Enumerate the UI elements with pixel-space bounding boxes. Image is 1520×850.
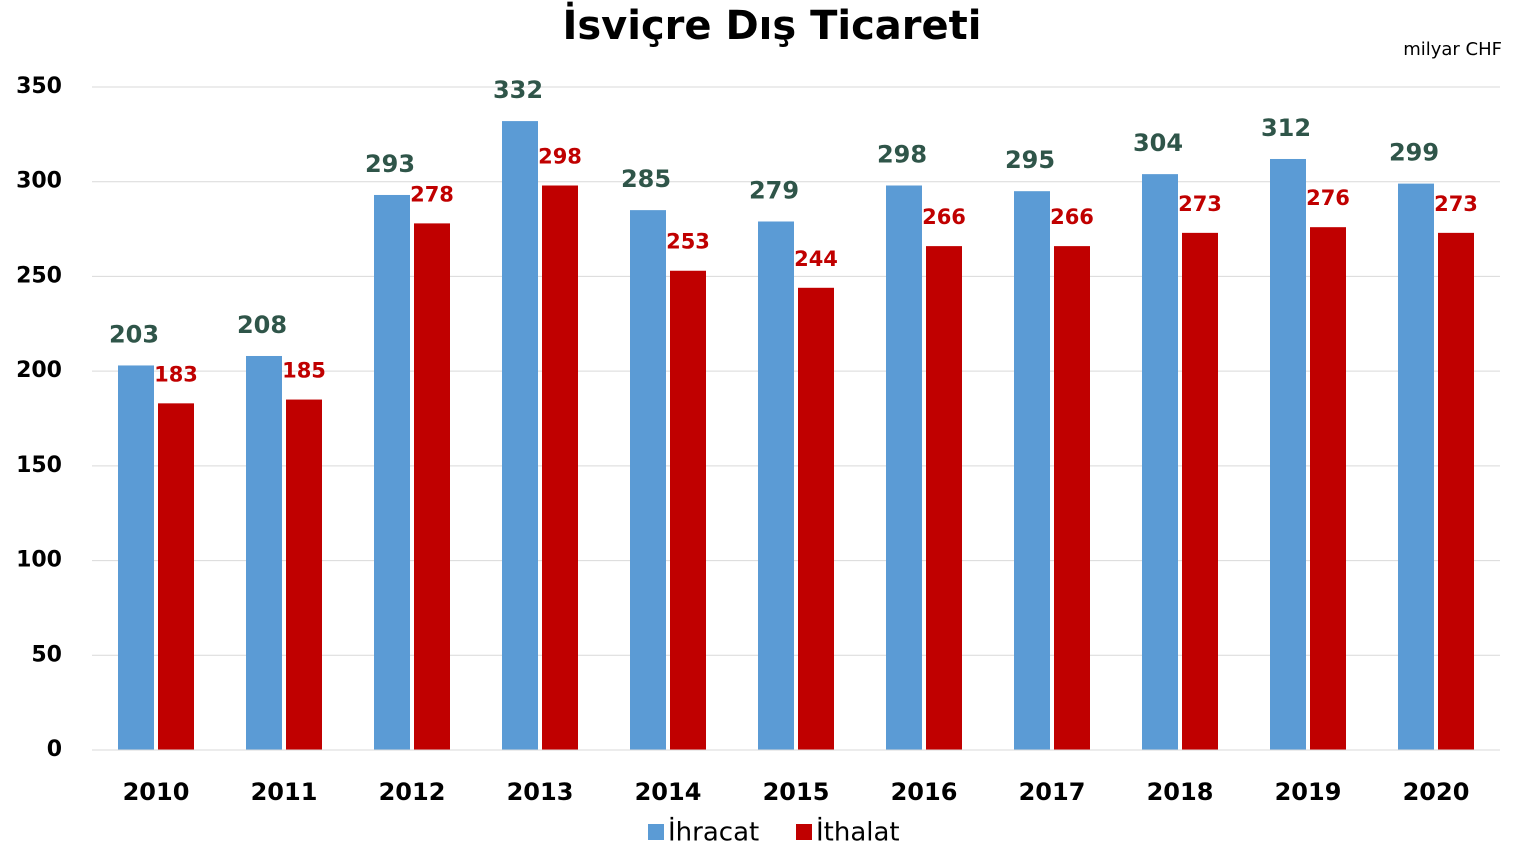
y-tick-label: 300 — [16, 169, 62, 194]
value-label: 298 — [877, 141, 927, 169]
x-tick-label: 2011 — [251, 778, 318, 806]
bar — [1142, 174, 1178, 750]
value-label: 208 — [237, 311, 287, 339]
legend-swatch — [796, 824, 812, 840]
bar — [502, 121, 538, 750]
x-tick-label: 2010 — [123, 778, 190, 806]
value-label: 293 — [365, 150, 415, 178]
y-tick-label: 0 — [47, 737, 62, 762]
value-label: 244 — [794, 247, 838, 271]
value-label: 276 — [1306, 186, 1350, 210]
value-label: 253 — [666, 230, 710, 254]
x-tick-label: 2018 — [1147, 778, 1214, 806]
x-tick-label: 2013 — [507, 778, 574, 806]
bar — [286, 399, 322, 750]
value-label: 332 — [493, 76, 543, 104]
value-label: 285 — [621, 165, 671, 193]
bar — [1270, 158, 1306, 751]
bar — [798, 287, 834, 750]
x-tick-label: 2015 — [763, 778, 830, 806]
legend-label: İhracat — [668, 816, 759, 848]
bar — [1398, 183, 1434, 750]
bar — [1438, 232, 1474, 751]
value-label: 299 — [1389, 139, 1439, 167]
y-tick-label: 100 — [16, 548, 62, 573]
x-tick-label: 2016 — [891, 778, 958, 806]
bar — [670, 270, 706, 750]
y-tick-label: 350 — [16, 74, 62, 99]
value-label: 278 — [410, 182, 454, 206]
y-tick-label: 200 — [16, 358, 62, 383]
value-label: 266 — [1050, 205, 1094, 229]
value-label: 203 — [109, 320, 159, 348]
value-label: 273 — [1434, 192, 1478, 216]
value-label: 295 — [1005, 146, 1055, 174]
value-label: 298 — [538, 145, 582, 169]
bar — [414, 223, 450, 751]
bar — [630, 210, 666, 751]
value-label: 273 — [1178, 192, 1222, 216]
bar — [1054, 246, 1090, 750]
bar — [158, 403, 194, 750]
value-label: 266 — [922, 205, 966, 229]
bar — [118, 365, 154, 750]
x-tick-label: 2017 — [1019, 778, 1086, 806]
value-label: 185 — [282, 359, 326, 383]
value-label: 312 — [1261, 114, 1311, 142]
unit-label: milyar CHF — [1403, 39, 1502, 60]
value-label: 183 — [154, 362, 198, 386]
x-tick-label: 2012 — [379, 778, 446, 806]
y-tick-label: 50 — [31, 642, 62, 667]
chart-title: İsviçre Dış Ticareti — [562, 1, 981, 49]
bar — [246, 355, 282, 750]
bar — [886, 185, 922, 750]
bar — [1014, 191, 1050, 750]
legend-swatch — [648, 824, 664, 840]
bar — [1182, 232, 1218, 751]
legend-label: İthalat — [816, 816, 900, 848]
value-label: 279 — [749, 176, 799, 204]
x-tick-label: 2019 — [1275, 778, 1342, 806]
x-tick-label: 2020 — [1403, 778, 1470, 806]
y-tick-label: 250 — [16, 263, 62, 288]
x-tick-label: 2014 — [635, 778, 702, 806]
bar — [1310, 227, 1346, 751]
bar — [758, 221, 794, 751]
value-label: 304 — [1133, 129, 1183, 157]
bar — [542, 185, 578, 750]
bar — [926, 246, 962, 750]
y-tick-label: 150 — [16, 453, 62, 478]
bar — [374, 194, 410, 750]
